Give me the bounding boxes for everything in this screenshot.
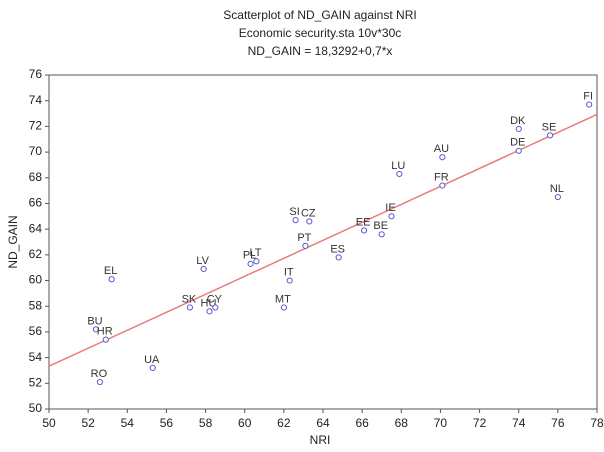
point [102, 336, 109, 343]
x-tick-label: 58 [199, 416, 213, 430]
point-label: MT [275, 293, 291, 305]
x-tick-label: 74 [512, 416, 526, 430]
point [206, 308, 213, 315]
x-tick-label: 62 [277, 416, 291, 430]
trend-line [48, 113, 598, 367]
y-tick-label: 68 [29, 170, 43, 184]
point-label: BU [87, 315, 102, 327]
point-label: UA [144, 354, 160, 366]
point-label: SE [542, 121, 557, 133]
x-tick-label: 56 [160, 416, 174, 430]
point-label: AU [434, 143, 449, 155]
point [96, 378, 103, 386]
equation: ND_GAIN = 18,3292+0,7*x [248, 44, 393, 58]
point-label: LT [249, 247, 261, 259]
point-label: SI [289, 206, 299, 218]
point [515, 125, 522, 133]
point-label: PL [243, 250, 256, 262]
point [200, 265, 207, 273]
point [515, 147, 522, 154]
point [586, 101, 593, 108]
x-tick-label: 70 [434, 416, 448, 430]
point [378, 231, 385, 238]
x-tick-label: 60 [238, 416, 252, 430]
x-tick-label: 72 [473, 416, 487, 430]
point [149, 364, 156, 371]
point [554, 193, 561, 201]
point [335, 254, 342, 261]
point [361, 227, 368, 234]
point [439, 154, 446, 161]
point-label: FI [583, 90, 593, 102]
x-tick-label: 66 [355, 416, 369, 430]
x-tick-label: 78 [590, 416, 604, 430]
y-tick-label: 54 [29, 350, 43, 364]
point [306, 218, 313, 225]
point-label: DK [510, 115, 526, 127]
point-label: ES [330, 243, 345, 255]
y-tick-label: 64 [29, 221, 43, 235]
x-tick-label: 64 [316, 416, 330, 430]
point-label: HU [201, 297, 217, 309]
point-label: BE [373, 220, 388, 232]
y-tick-label: 50 [29, 401, 43, 415]
point-label: HR [97, 326, 113, 338]
x-tick-label: 50 [42, 416, 56, 430]
point [302, 242, 309, 249]
point [247, 260, 254, 267]
point-label: CY [207, 293, 223, 305]
x-tick-label: 52 [81, 416, 95, 430]
point [286, 277, 293, 284]
chart-title: Scatterplot of ND_GAIN against NRI [223, 8, 416, 22]
point [280, 304, 287, 311]
y-tick-label: 58 [29, 298, 43, 312]
point-label: IE [385, 202, 395, 214]
point-label: LU [391, 160, 405, 172]
y-tick-label: 60 [29, 273, 43, 287]
point-label: DE [510, 137, 525, 149]
y-tick-label: 56 [29, 324, 43, 338]
point-label: FR [434, 171, 449, 183]
plot-area [48, 74, 598, 410]
point [439, 182, 446, 189]
point-label: CZ [301, 207, 316, 219]
point [396, 170, 403, 178]
point-label: IT [284, 266, 294, 278]
point [388, 213, 395, 220]
point [92, 326, 100, 333]
point-label: SK [182, 293, 197, 305]
point [212, 304, 219, 311]
point [186, 304, 194, 311]
point-label: EL [104, 265, 117, 277]
point [253, 258, 260, 265]
y-tick-label: 70 [29, 144, 43, 158]
point-label: RO [91, 368, 108, 380]
y-tick-label: 62 [29, 247, 43, 261]
point-label: NL [550, 183, 564, 195]
point [108, 276, 115, 283]
point-label: PT [297, 232, 311, 244]
y-tick-label: 76 [29, 67, 43, 81]
point-label: LV [196, 255, 209, 267]
x-tick-label: 68 [395, 416, 409, 430]
x-axis-label: NRI [310, 433, 331, 447]
y-tick-label: 52 [29, 375, 43, 389]
point-label: EE [356, 216, 371, 228]
y-tick-label: 66 [29, 196, 43, 210]
chart-subtitle: Economic security.sta 10v*30c [239, 26, 402, 40]
x-tick-label: 76 [551, 416, 565, 430]
point [546, 132, 554, 139]
y-tick-label: 74 [29, 93, 43, 107]
y-tick-label: 72 [29, 119, 43, 133]
point [292, 217, 299, 224]
y-axis-label: ND_GAIN [6, 215, 20, 268]
x-tick-label: 54 [121, 416, 135, 430]
